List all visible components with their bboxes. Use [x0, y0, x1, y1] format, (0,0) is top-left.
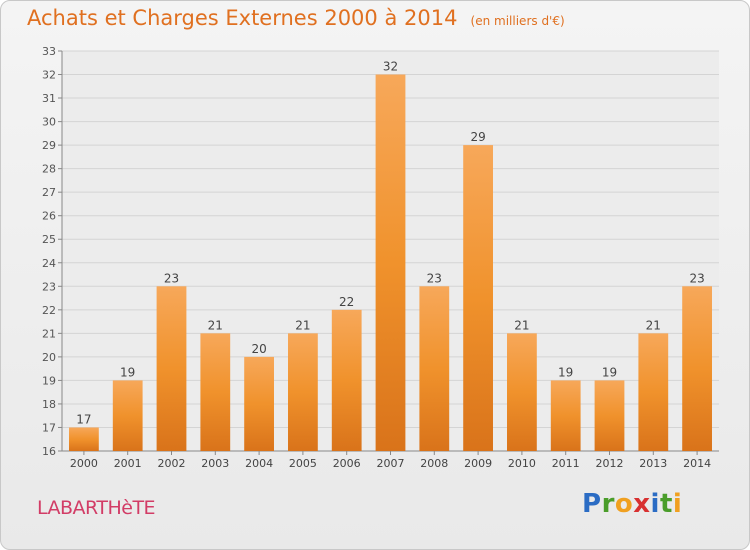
bar-2014 [682, 286, 712, 451]
bar-value-label: 32 [383, 60, 398, 74]
bar-value-label: 23 [427, 271, 442, 285]
x-tick-label: 2009 [464, 457, 492, 470]
bar-value-label: 21 [514, 318, 529, 332]
bar-2001 [112, 380, 143, 451]
bar-value-label: 20 [251, 342, 266, 356]
logo-letter: i [672, 489, 683, 519]
y-tick-label: 27 [42, 186, 56, 199]
chart-title-row: Achats et Charges Externes 2000 à 2014 (… [27, 6, 565, 30]
x-tick-label: 2012 [596, 457, 624, 470]
x-tick-label: 2014 [683, 457, 711, 470]
x-tick-label: 2003 [201, 457, 229, 470]
y-tick-label: 16 [42, 445, 56, 458]
y-tick-label: 26 [42, 210, 56, 223]
y-tick-label: 32 [42, 69, 56, 82]
y-tick-label: 30 [42, 116, 56, 129]
x-tick-label: 2000 [70, 457, 98, 470]
y-tick-label: 21 [42, 327, 56, 340]
bar-value-label: 21 [208, 318, 223, 332]
bars [69, 74, 712, 451]
logo-letter: t [659, 489, 673, 519]
y-tick-label: 20 [42, 351, 56, 364]
labels: 16 17 18 19 20 21 22 23 24 25 26 27 28 29 30 31 32 33 17 20… [42, 45, 711, 470]
y-tick-label: 22 [42, 304, 56, 317]
logo-letter: i [650, 489, 660, 519]
bar-2004 [244, 356, 274, 451]
x-tick-label: 2010 [508, 457, 536, 470]
y-tick-label: 29 [42, 139, 56, 152]
bar-2007 [375, 74, 406, 451]
x-tick-label: 2006 [333, 457, 361, 470]
x-tick-label: 2005 [289, 457, 317, 470]
x-tick-label: 2007 [377, 457, 405, 470]
bar-value-label: 19 [602, 365, 617, 379]
bar-value-label: 23 [164, 271, 179, 285]
bar-value-label: 19 [558, 365, 573, 379]
bar-2013 [638, 333, 669, 451]
logo-letter: o [614, 489, 634, 519]
x-tick-label: 2004 [245, 457, 273, 470]
bar-2009 [463, 145, 493, 451]
proxiti-logo: Proxiti [582, 489, 682, 519]
bar-2008 [419, 286, 450, 451]
y-tick-label: 33 [42, 45, 56, 58]
y-tick-label: 28 [42, 163, 56, 176]
y-tick-label: 24 [42, 257, 56, 270]
x-tick-label: 2001 [114, 457, 142, 470]
location-label: LABARTHèTE [37, 497, 156, 519]
y-tick-label: 23 [42, 280, 56, 293]
logo-letter: P [582, 489, 602, 519]
bar-2006 [331, 309, 362, 451]
bar-value-label: 22 [339, 295, 354, 309]
logo-letter: x [633, 489, 651, 519]
bar-2012 [594, 380, 625, 451]
bar-value-label: 19 [120, 365, 135, 379]
bar-2002 [156, 286, 187, 451]
bar-2003 [200, 333, 231, 451]
y-tick-label: 31 [42, 92, 56, 105]
x-tick-label: 2013 [639, 457, 667, 470]
x-tick-label: 2008 [420, 457, 448, 470]
bar-2000 [69, 427, 99, 451]
y-tick-label: 19 [42, 374, 56, 387]
bar-2011 [550, 380, 581, 451]
y-tick-label: 17 [42, 421, 56, 434]
bar-value-label: 21 [295, 318, 310, 332]
y-tick-label: 18 [42, 398, 56, 411]
bar-2005 [288, 333, 318, 451]
chart-subtitle: (en milliers d'€) [470, 14, 565, 28]
bar-value-label: 23 [689, 271, 704, 285]
x-tick-label: 2011 [552, 457, 580, 470]
bar-value-label: 17 [76, 412, 91, 426]
x-tick-label: 2002 [158, 457, 186, 470]
y-tick-label: 25 [42, 233, 56, 246]
bar-value-label: 29 [470, 130, 485, 144]
chart-title: Achats et Charges Externes 2000 à 2014 [27, 6, 458, 30]
bar-2010 [507, 333, 537, 451]
logo-letter: r [601, 489, 615, 519]
bar-value-label: 21 [646, 318, 661, 332]
